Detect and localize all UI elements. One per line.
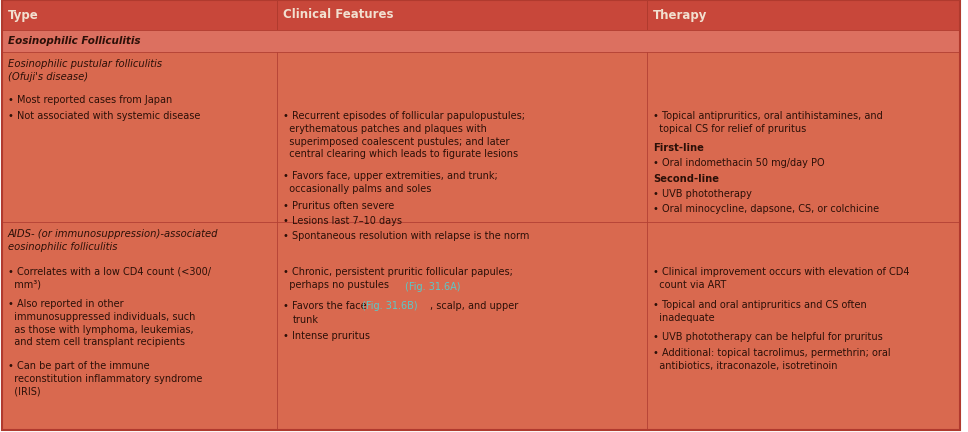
Bar <box>2 222 277 430</box>
Text: • Most reported cases from Japan: • Most reported cases from Japan <box>8 95 172 105</box>
Bar <box>2 30 960 52</box>
Bar <box>2 0 277 30</box>
Text: • Chronic, persistent pruritic follicular papules;
  perhaps no pustules: • Chronic, persistent pruritic follicula… <box>283 267 513 290</box>
Text: AIDS- (or immunosuppression)-associated
eosinophilic folliculitis: AIDS- (or immunosuppression)-associated … <box>8 229 219 252</box>
Bar <box>277 0 647 30</box>
Text: Clinical Features: Clinical Features <box>283 9 394 22</box>
Text: , scalp, and upper: , scalp, and upper <box>430 301 518 311</box>
Text: • Correlates with a low CD4 count (<300/
  mm³): • Correlates with a low CD4 count (<300/… <box>8 267 211 290</box>
Text: • Pruritus often severe: • Pruritus often severe <box>283 201 394 211</box>
Text: Eosinophilic pustular folliculitis
(Ofuji's disease): Eosinophilic pustular folliculitis (Ofuj… <box>8 59 162 82</box>
Text: Eosinophilic Folliculitis: Eosinophilic Folliculitis <box>8 36 140 46</box>
Text: • UVB phototherapy can be helpful for pruritus: • UVB phototherapy can be helpful for pr… <box>653 332 883 342</box>
Text: • Oral minocycline, dapsone, CS, or colchicine: • Oral minocycline, dapsone, CS, or colc… <box>653 204 879 214</box>
Text: • Favors the face: • Favors the face <box>283 301 370 311</box>
Text: • Topical and oral antipruritics and CS often
  inadequate: • Topical and oral antipruritics and CS … <box>653 300 866 323</box>
Text: Type: Type <box>8 9 39 22</box>
Text: • Oral indomethacin 50 mg/day PO: • Oral indomethacin 50 mg/day PO <box>653 158 825 168</box>
Text: • Also reported in other
  immunosuppressed individuals, such
  as those with ly: • Also reported in other immunosuppresse… <box>8 299 196 347</box>
Bar <box>2 52 277 222</box>
Bar <box>277 222 647 430</box>
Bar <box>647 222 960 430</box>
Text: Second-line: Second-line <box>653 174 719 184</box>
Text: • Additional: topical tacrolimus, permethrin; oral
  antibiotics, itraconazole, : • Additional: topical tacrolimus, permet… <box>653 348 891 371</box>
Text: • Not associated with systemic disease: • Not associated with systemic disease <box>8 111 200 121</box>
Text: • Can be part of the immune
  reconstitution inflammatory syndrome
  (IRIS): • Can be part of the immune reconstituti… <box>8 361 202 397</box>
Text: • UVB phototherapy: • UVB phototherapy <box>653 189 752 199</box>
Text: First-line: First-line <box>653 143 704 153</box>
Bar <box>277 52 647 222</box>
Text: • Topical antipruritics, oral antihistamines, and
  topical CS for relief of pru: • Topical antipruritics, oral antihistam… <box>653 111 883 134</box>
Bar <box>647 52 960 222</box>
Text: • Spontaneous resolution with relapse is the norm: • Spontaneous resolution with relapse is… <box>283 231 529 241</box>
Text: • Clinical improvement occurs with elevation of CD4
  count via ART: • Clinical improvement occurs with eleva… <box>653 267 910 290</box>
Text: • Recurrent episodes of follicular papulopustules;
  erythematous patches and pl: • Recurrent episodes of follicular papul… <box>283 111 525 159</box>
Text: • Favors face, upper extremities, and trunk;
  occasionally palms and soles: • Favors face, upper extremities, and tr… <box>283 171 498 194</box>
Bar <box>647 0 960 30</box>
Text: Therapy: Therapy <box>653 9 708 22</box>
Text: (Fig. 31.6B): (Fig. 31.6B) <box>362 301 417 311</box>
Text: • Lesions last 7–10 days: • Lesions last 7–10 days <box>283 216 402 226</box>
Text: trunk: trunk <box>293 315 319 325</box>
Text: (Fig. 31.6A): (Fig. 31.6A) <box>405 282 461 292</box>
Text: • Intense pruritus: • Intense pruritus <box>283 331 370 341</box>
